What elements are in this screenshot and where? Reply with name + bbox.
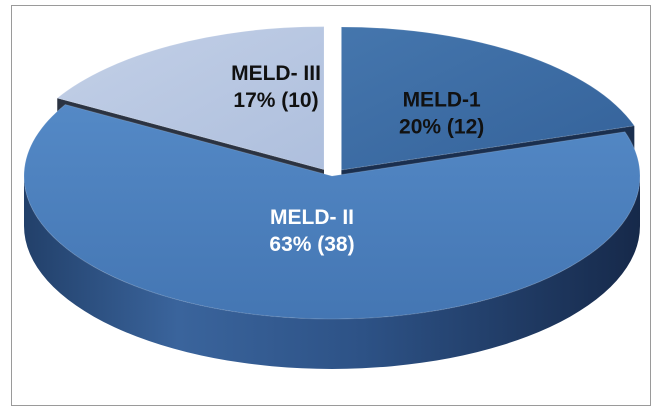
label-meld-1-name: MELD-1 — [403, 88, 481, 111]
slice-meld-iii — [56, 26, 325, 171]
pie-chart: MELD-1 20% (12) MELD- II 63% (38) MELD- III 1… — [23, 26, 641, 369]
chart-frame: MELD-1 20% (12) MELD- II 63% (38) MELD- III 1… — [11, 5, 651, 406]
label-meld-ii-value: 63% (38) — [269, 233, 354, 256]
label-meld-ii-name: MELD- II — [270, 206, 354, 229]
slice-side-meld-ii — [24, 176, 640, 369]
slice-meld-ii — [23, 103, 641, 320]
slice-meld-1 — [340, 26, 636, 171]
label-meld-iii-name: MELD- III — [231, 62, 321, 85]
label-meld-iii-value: 17% (10) — [233, 89, 318, 112]
label-meld-1-value: 20% (12) — [399, 115, 484, 138]
